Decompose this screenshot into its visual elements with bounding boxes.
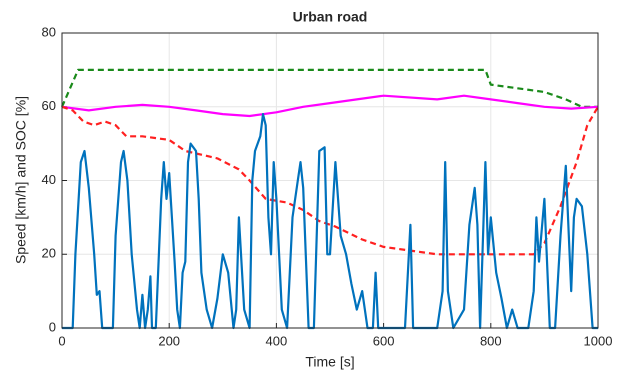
x-tick-label: 0 — [58, 333, 65, 348]
data-line — [62, 113, 598, 330]
x-tick-label: 600 — [373, 333, 395, 348]
chart-title: Urban road — [293, 9, 368, 25]
plot-frame — [61, 32, 599, 329]
y-tick-label: 20 — [42, 246, 56, 261]
x-tick-label: 1000 — [584, 333, 613, 348]
y-tick-label: 40 — [42, 172, 56, 187]
x-tick-label: 200 — [158, 333, 180, 348]
x-tick-label: 400 — [266, 333, 288, 348]
data-line — [61, 94, 599, 118]
x-axis-label: Time [s] — [305, 354, 354, 370]
x-tick-label: 800 — [480, 333, 502, 348]
y-axis-label: Speed [km/h] and SOC [%] — [13, 96, 29, 264]
y-tick-label: 0 — [49, 319, 56, 334]
y-tick-label: 80 — [42, 24, 56, 39]
data-line — [60, 68, 598, 108]
y-tick-label: 60 — [42, 98, 56, 113]
